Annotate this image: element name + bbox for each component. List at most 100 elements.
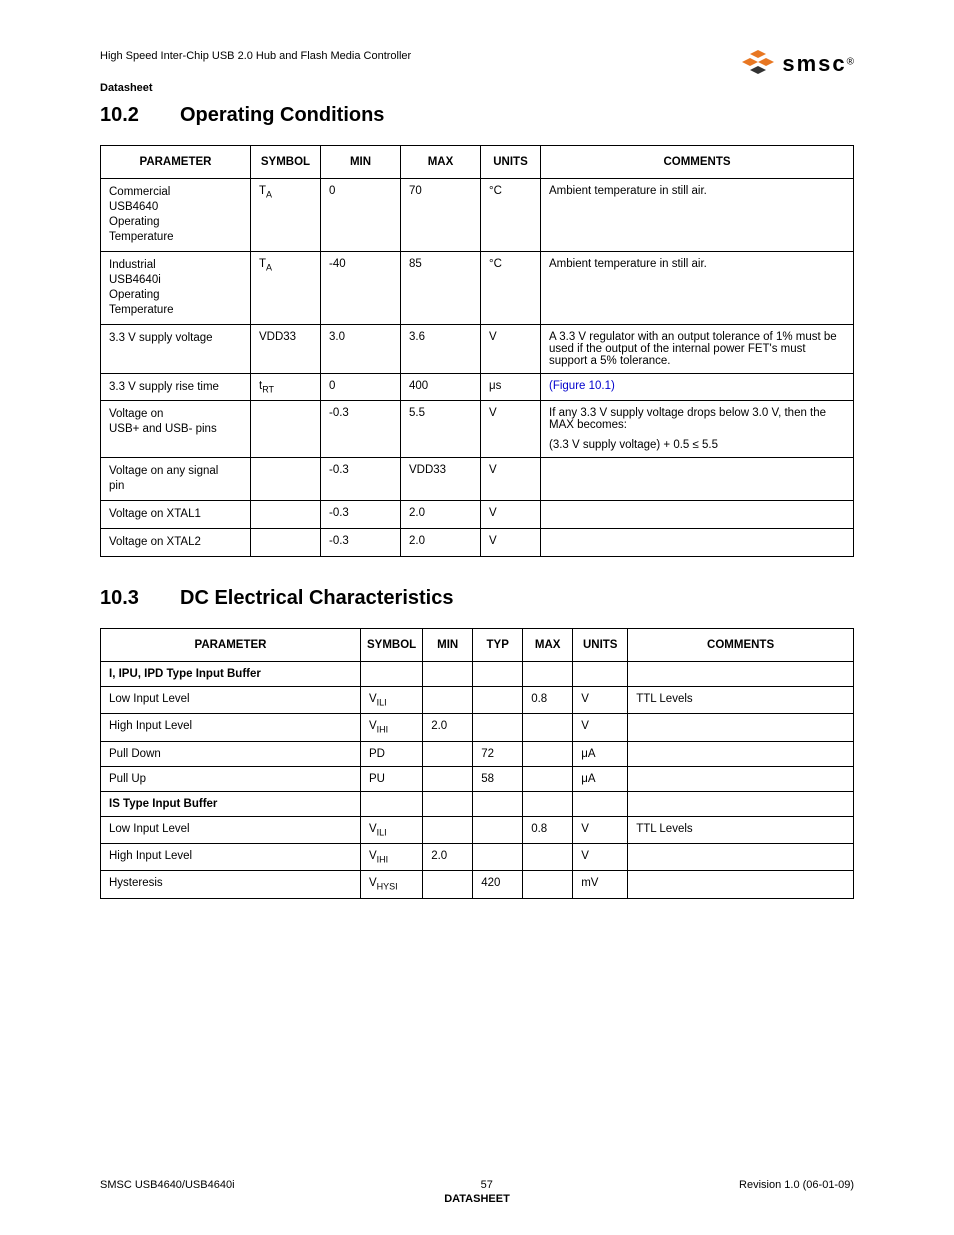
max-cell: 3.6: [401, 324, 481, 373]
section-number: 10.3: [100, 587, 180, 610]
footer-datasheet-label: DATASHEET: [100, 1193, 854, 1205]
section-10-3-heading: 10.3DC Electrical Characteristics: [100, 587, 854, 610]
max-cell: [523, 714, 573, 741]
column-header: PARAMETER: [101, 146, 251, 179]
min-cell: [423, 791, 473, 816]
units-cell: V: [481, 324, 541, 373]
comments-cell: [628, 871, 854, 898]
parameter-cell: High Input Level: [101, 714, 361, 741]
typ-cell: 72: [473, 741, 523, 766]
table-row: CommercialUSB4640OperatingTemperatureTA0…: [101, 179, 854, 252]
comments-cell: [541, 529, 854, 557]
comments-cell: A 3.3 V regulator with an output toleran…: [541, 324, 854, 373]
comments-cell: Ambient temperature in still air.: [541, 179, 854, 252]
symbol-cell: tRT: [251, 373, 321, 401]
max-cell: [523, 871, 573, 898]
parameter-cell: High Input Level: [101, 844, 361, 871]
units-cell: [573, 662, 628, 687]
column-header: MAX: [523, 629, 573, 662]
datasheet-page: High Speed Inter-Chip USB 2.0 Hub and Fl…: [0, 0, 954, 1235]
parameter-cell: Low Input Level: [101, 687, 361, 714]
max-cell: 85: [401, 251, 481, 324]
comments-cell: [628, 714, 854, 741]
logo-registered: ®: [847, 57, 854, 68]
typ-cell: [473, 816, 523, 843]
max-cell: 400: [401, 373, 481, 401]
symbol-cell: PD: [361, 741, 423, 766]
symbol-cell: [251, 401, 321, 458]
parameter-cell: CommercialUSB4640OperatingTemperature: [101, 179, 251, 252]
logo-icon: [742, 50, 776, 78]
max-cell: VDD33: [401, 458, 481, 501]
min-cell: -0.3: [321, 401, 401, 458]
column-header: TYP: [473, 629, 523, 662]
min-cell: 2.0: [423, 714, 473, 741]
parameter-cell: 3.3 V supply voltage: [101, 324, 251, 373]
symbol-cell: [251, 501, 321, 529]
parameter-cell: Voltage on XTAL2: [101, 529, 251, 557]
min-cell: -0.3: [321, 501, 401, 529]
units-cell: V: [481, 458, 541, 501]
table-header-row: PARAMETERSYMBOLMINMAXUNITSCOMMENTS: [101, 146, 854, 179]
parameter-cell: IndustrialUSB4640iOperatingTemperature: [101, 251, 251, 324]
column-header: MAX: [401, 146, 481, 179]
comments-cell: If any 3.3 V supply voltage drops below …: [541, 401, 854, 458]
symbol-cell: VILI: [361, 816, 423, 843]
table-row: High Input LevelVIHI2.0V: [101, 714, 854, 741]
typ-cell: 58: [473, 766, 523, 791]
table-row: Pull UpPU58μA: [101, 766, 854, 791]
min-cell: [423, 741, 473, 766]
units-cell: V: [481, 401, 541, 458]
parameter-cell: I, IPU, IPD Type Input Buffer: [101, 662, 361, 687]
min-cell: -0.3: [321, 458, 401, 501]
footer-right: Revision 1.0 (06-01-09): [739, 1179, 854, 1191]
smsc-logo: smsc®: [742, 50, 854, 78]
min-cell: 3.0: [321, 324, 401, 373]
units-cell: V: [481, 501, 541, 529]
units-cell: V: [481, 529, 541, 557]
units-cell: V: [573, 844, 628, 871]
document-title: High Speed Inter-Chip USB 2.0 Hub and Fl…: [100, 50, 411, 62]
symbol-cell: [251, 529, 321, 557]
symbol-cell: VIHI: [361, 714, 423, 741]
typ-cell: [473, 844, 523, 871]
column-header: PARAMETER: [101, 629, 361, 662]
section-10-2-heading: 10.2Operating Conditions: [100, 104, 854, 127]
parameter-cell: 3.3 V supply rise time: [101, 373, 251, 401]
dc-characteristics-table: PARAMETERSYMBOLMINTYPMAXUNITSCOMMENTS I,…: [100, 628, 854, 898]
min-cell: [423, 766, 473, 791]
parameter-cell: Voltage on XTAL1: [101, 501, 251, 529]
max-cell: [523, 741, 573, 766]
comments-cell: [628, 844, 854, 871]
min-cell: 0: [321, 179, 401, 252]
comments-cell: [628, 766, 854, 791]
max-cell: [523, 844, 573, 871]
parameter-cell: Hysteresis: [101, 871, 361, 898]
symbol-cell: [361, 662, 423, 687]
footer-page-number: 57: [481, 1179, 493, 1191]
page-header: High Speed Inter-Chip USB 2.0 Hub and Fl…: [100, 50, 854, 78]
min-cell: -0.3: [321, 529, 401, 557]
typ-cell: [473, 687, 523, 714]
min-cell: 0: [321, 373, 401, 401]
column-header: COMMENTS: [628, 629, 854, 662]
symbol-cell: [361, 791, 423, 816]
parameter-cell: Low Input Level: [101, 816, 361, 843]
typ-cell: [473, 714, 523, 741]
typ-cell: 420: [473, 871, 523, 898]
comments-cell: [628, 662, 854, 687]
units-cell: °C: [481, 251, 541, 324]
symbol-cell: PU: [361, 766, 423, 791]
logo-text: smsc: [782, 51, 846, 76]
section-number: 10.2: [100, 104, 180, 127]
footer-left: SMSC USB4640/USB4640i: [100, 1179, 235, 1191]
table-row: High Input LevelVIHI2.0V: [101, 844, 854, 871]
datasheet-label: Datasheet: [100, 82, 854, 94]
table-row: Voltage on XTAL1-0.32.0V: [101, 501, 854, 529]
parameter-cell: Voltage onUSB+ and USB- pins: [101, 401, 251, 458]
column-header: MIN: [423, 629, 473, 662]
units-cell: μs: [481, 373, 541, 401]
min-cell: [423, 687, 473, 714]
table-row: Voltage on XTAL2-0.32.0V: [101, 529, 854, 557]
comments-cell: (Figure 10.1): [541, 373, 854, 401]
